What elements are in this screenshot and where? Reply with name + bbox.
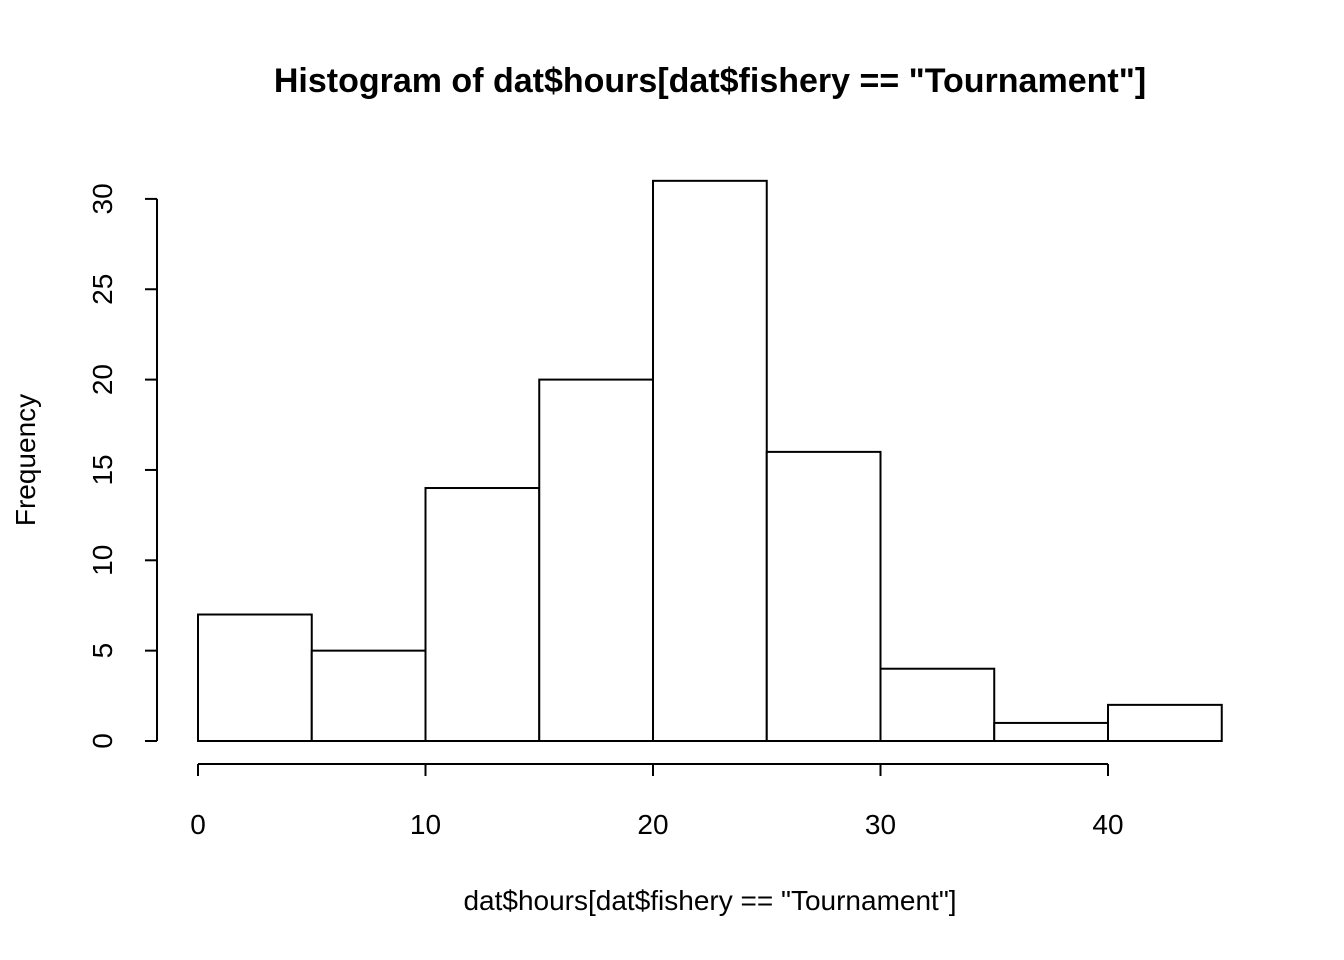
histogram-bar — [538, 378, 654, 742]
histogram-bar — [993, 721, 1109, 742]
x-axis-label: dat$hours[dat$fishery == "Tournament"] — [463, 885, 956, 916]
chart-title: Histogram of dat$hours[dat$fishery == "T… — [274, 62, 1146, 100]
y-tick-label: 15 — [87, 454, 118, 485]
y-axis: 0 5 10 15 20 25 30 — [87, 183, 158, 749]
histogram-bar — [310, 649, 427, 743]
x-tick-label: 20 — [637, 809, 668, 840]
x-tick-label: 40 — [1092, 809, 1123, 840]
x-tick-label: 10 — [410, 809, 441, 840]
histogram-bar — [879, 667, 996, 742]
y-axis-label: Frequency — [10, 394, 41, 526]
y-tick-label: 20 — [87, 364, 118, 395]
y-tick-label: 5 — [87, 643, 118, 659]
histogram-bar — [765, 450, 882, 742]
y-tick-label: 0 — [87, 733, 118, 749]
y-tick-label: 30 — [87, 183, 118, 214]
y-tick-label: 25 — [87, 274, 118, 305]
histogram-bar — [424, 487, 541, 742]
bars-layer — [197, 179, 1223, 743]
histogram-bar — [197, 613, 313, 743]
x-tick-label: 30 — [865, 809, 896, 840]
y-tick-label: 10 — [87, 545, 118, 576]
histogram-bar — [1107, 703, 1223, 742]
histogram-bar — [652, 179, 768, 742]
x-tick-label: 0 — [190, 809, 206, 840]
x-axis: 0 10 20 30 40 — [190, 763, 1124, 840]
